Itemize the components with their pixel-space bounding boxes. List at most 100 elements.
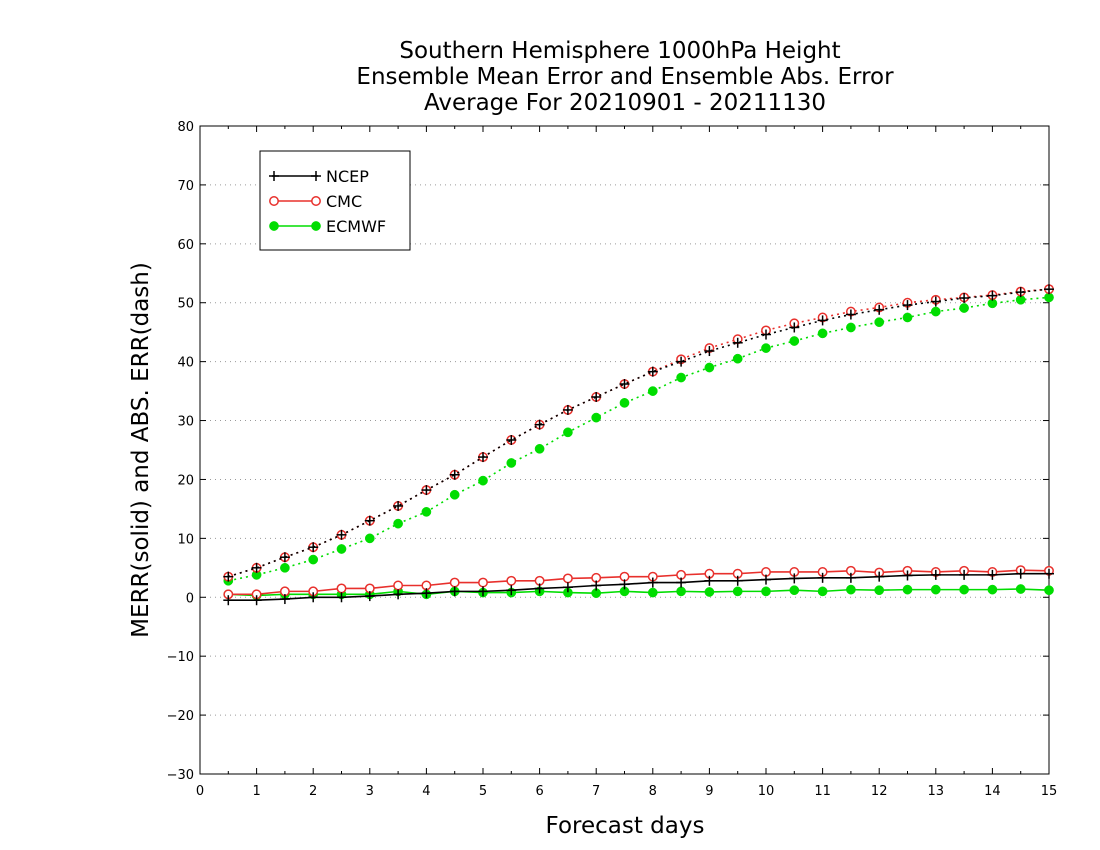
series-ecmwf-merr-point	[732, 586, 743, 597]
series-ncep-merr-point	[789, 573, 800, 584]
legend-label-ncep: NCEP	[326, 167, 369, 186]
y-tick-label: −20	[167, 709, 194, 724]
series-ncep-merr-point	[223, 595, 234, 606]
series-ncep-merr-point	[761, 574, 771, 585]
series-ecmwf-abs-err-point	[364, 533, 375, 544]
series-ecmwf-abs-err-point	[563, 427, 573, 438]
series-ecmwf-merr-point	[817, 586, 828, 597]
x-tick-label: 4	[422, 784, 430, 799]
x-tick-label: 3	[366, 784, 374, 799]
series-ncep	[223, 284, 1054, 606]
plot-frame	[199, 125, 1050, 775]
series-ecmwf-abs-err-point	[959, 303, 969, 313]
y-tick-label: 40	[177, 356, 194, 371]
x-tick-label: 1	[252, 784, 260, 799]
series-ncep-merr-point	[364, 591, 375, 602]
series-ncep-merr-point	[845, 572, 856, 583]
x-tick-label: 8	[649, 784, 657, 799]
legend-item-cmc: CMC	[269, 192, 362, 211]
series-ecmwf-merr-point	[902, 584, 913, 595]
legend-marker-cmc	[311, 196, 321, 206]
series-ncep-merr-point	[506, 585, 517, 596]
title-line-2: Ensemble Mean Error and Ensemble Abs. Er…	[356, 64, 894, 90]
legend-label-cmc: CMC	[326, 192, 362, 211]
series-ncep-merr-point	[987, 569, 998, 580]
y-tick-label: 0	[186, 591, 194, 606]
y-tick-label: 70	[177, 179, 194, 194]
series-ecmwf-merr-point	[1015, 584, 1026, 594]
series-ncep-abs-err-point	[874, 304, 885, 315]
series-ncep-merr-point	[336, 592, 347, 603]
y-tick-label: −10	[167, 650, 194, 665]
series-ecmwf-abs-err-point	[1044, 292, 1054, 303]
series-ecmwf-abs-err-point	[393, 518, 403, 529]
x-tick-label: 6	[535, 784, 543, 799]
title-line-3: Average For 20210901 - 20211130	[424, 90, 826, 116]
series-ncep-abs-err-point	[789, 322, 800, 333]
series-ecmwf-merr-point	[874, 585, 885, 596]
series-ecmwf-abs-err-point	[534, 443, 545, 454]
series-ncep-abs-err-point	[251, 562, 262, 573]
series-ecmwf-abs-err-point	[421, 507, 432, 517]
series-ncep-abs-err-point	[421, 485, 432, 496]
series-cmc-merr-point	[393, 580, 404, 591]
series-ecmwf-abs-err-point	[704, 362, 715, 373]
x-tick-label: 12	[871, 784, 888, 799]
series-ncep-merr-point	[817, 572, 828, 583]
series-ecmwf-abs-err-point	[506, 458, 517, 468]
series-ncep-abs-err-point	[562, 404, 573, 415]
x-tick-label: 2	[309, 784, 317, 799]
series-ncep-merr-point	[478, 586, 488, 597]
x-tick-label: 9	[705, 784, 713, 799]
series-ncep-merr-point	[591, 580, 602, 591]
series-ncep-merr-point	[676, 577, 687, 588]
series-ncep-merr-point	[421, 588, 432, 599]
series-ecmwf-abs-err-point	[930, 306, 941, 317]
series-ncep-abs-err-point	[364, 515, 375, 526]
series-ecmwf-abs-err-point	[789, 336, 800, 346]
series-ncep-abs-err-point	[279, 552, 290, 563]
series-ncep-abs-err-point	[393, 500, 404, 511]
x-tick-label: 13	[928, 784, 945, 799]
series-ecmwf-abs-err-point	[336, 544, 347, 554]
series-ncep-merr-point	[704, 575, 715, 586]
legend-item-ecmwf: ECMWF	[269, 217, 386, 236]
series-layer	[223, 284, 1054, 606]
x-tick-label: 5	[479, 784, 487, 799]
series-ncep-merr-point	[619, 579, 630, 590]
series-ncep-abs-err-point	[676, 356, 687, 367]
series-ncep-abs-err-line	[228, 288, 1050, 578]
title-line-1: Southern Hemisphere 1000hPa Height	[399, 38, 840, 64]
legend-marker-cmc	[269, 196, 279, 206]
series-ecmwf-abs-err-point	[478, 475, 488, 486]
series-ncep-abs-err-point	[506, 434, 517, 445]
series-ncep-abs-err-point	[478, 452, 488, 463]
series-ncep-abs-err-point	[1015, 287, 1026, 298]
series-ecmwf-abs-err-point	[449, 489, 460, 500]
series-ncep-abs-err-point	[761, 329, 771, 340]
series-ecmwf-merr-point	[704, 587, 715, 597]
series-ncep-abs-err-point	[534, 419, 545, 430]
series-ecmwf-merr-point	[987, 584, 998, 595]
series-ecmwf-merr-point	[846, 584, 856, 595]
series-ecmwf-merr-point	[789, 585, 800, 596]
series-ncep-merr-point	[308, 592, 319, 603]
y-axis-ticks: −30 −20 −10 0 10 20 30 40 50 60 70 80	[167, 120, 1049, 783]
series-ncep-merr-point	[1015, 568, 1026, 579]
series-ecmwf-abs-err-point	[874, 317, 885, 328]
legend-label-ecmwf: ECMWF	[326, 217, 386, 236]
series-ecmwf-merr-point	[930, 584, 941, 595]
legend-marker-ncep	[269, 171, 279, 181]
series-ncep-abs-err-point	[449, 469, 460, 480]
y-tick-label: 50	[177, 297, 194, 312]
series-ncep-abs-err-point	[704, 346, 715, 357]
series-ncep-merr-point	[393, 589, 404, 600]
series-ncep-abs-err-point	[987, 290, 998, 301]
series-ncep-abs-err-point	[308, 542, 319, 553]
series-ecmwf-merr-point	[761, 586, 771, 597]
series-ecmwf-abs-err-point	[817, 328, 828, 339]
x-tick-label: 14	[984, 784, 1001, 799]
series-ecmwf-abs-err-point	[591, 412, 602, 423]
series-ncep-merr-point	[959, 569, 970, 580]
